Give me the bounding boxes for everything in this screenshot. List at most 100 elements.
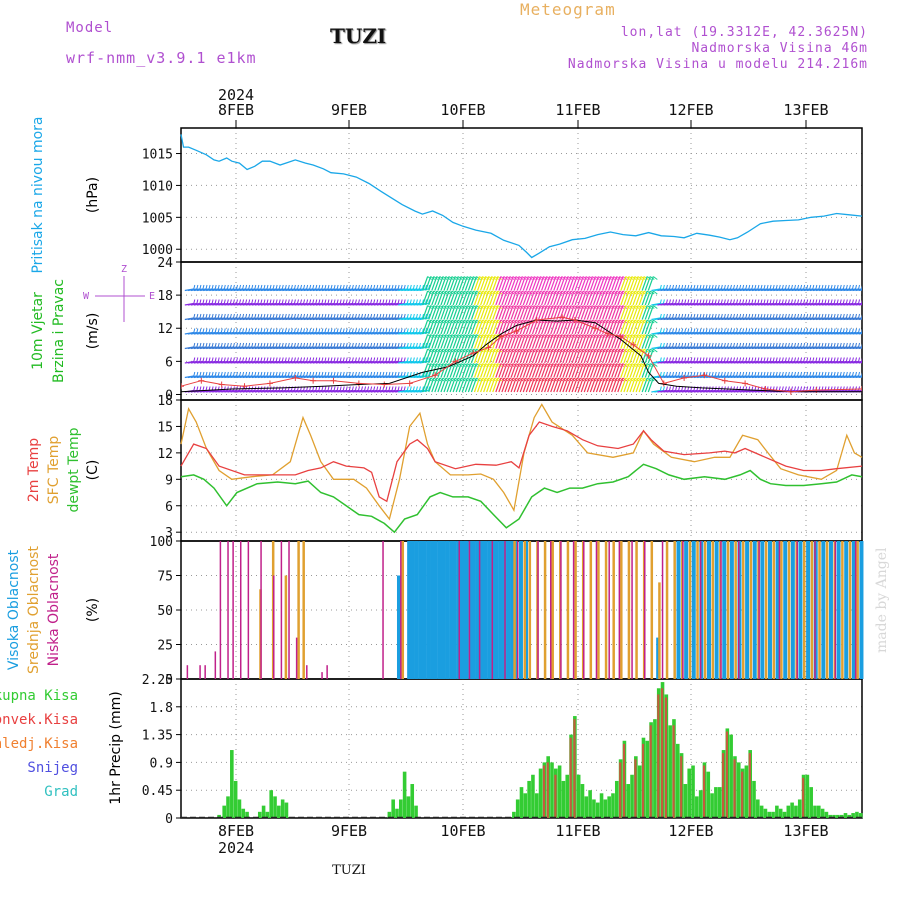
wind-barb [437,319,444,335]
wind-barb-flag [736,357,739,362]
wind-barb [614,363,621,378]
precip-total-bar [771,811,775,818]
wind-barb-flag [794,328,796,333]
wind-barb-flag [342,328,345,333]
wind-barb [461,363,468,378]
wind-barb-flag [702,313,705,319]
wind-barb-flag [723,328,726,333]
wind-barb-flag [818,284,821,290]
wind-barb-flag [672,313,675,319]
wind-barb-flag [754,284,757,290]
wind-barb [522,334,529,349]
wind-barb [519,290,526,306]
wind-barb-flag [327,284,330,290]
wind-barb-flag [388,342,391,348]
wind-barb [571,348,578,364]
wind-barb-flag [394,357,397,362]
wind-barb-flag [659,371,662,377]
wind-barb [513,290,520,306]
wind-barb [467,363,474,378]
wind-barb [611,334,618,349]
wind-barb-flag [861,299,862,304]
wind-barb-flag [418,313,421,319]
wind-barb-flag [376,284,379,290]
precip-total-bar [744,765,749,818]
wind-barb [550,363,557,378]
wind-barb-flag [839,313,842,319]
wind-barb-flag [848,386,851,391]
wind-barb-flag [418,386,421,391]
cloud-bar-low [232,541,234,679]
wind-barb-flag [205,342,208,348]
wind-barb-flag [665,342,668,348]
cloud-bar-high [452,541,457,679]
wind-barb-flag [702,284,705,290]
wind-barb-flag [751,357,754,362]
wind-barb-flag [815,328,818,333]
wind-barb-flag [376,313,379,319]
wind-barb-flag [714,284,717,290]
x-tick-label-top: 13FEB [783,101,828,119]
wind-barb [486,363,493,378]
wind-barb [440,276,447,291]
precip-convective-bar [661,688,664,818]
wind-barb-flag [266,313,269,319]
wind-barb [504,305,511,320]
wind-barb-flag [833,342,836,348]
wind-barb-flag [412,357,415,362]
wind-barb-flag [382,313,385,319]
cloud-bar-mid [523,541,526,679]
wind-barb-flag [327,371,330,377]
cloud-bar-mid [513,541,516,679]
wind-barb-flag [855,313,857,319]
wind-barb [455,305,462,320]
precip-convective-bar [657,694,660,818]
wind-barb-flag [239,284,242,290]
wind-barb-flag [784,313,787,319]
wind-barb-flag [196,313,199,319]
wind-barb-flag [315,284,318,290]
wind-barb-flag [851,357,854,362]
wind-barb [623,334,630,349]
wind-barb [537,305,545,320]
wind-barb-flag [321,299,324,304]
wind-barb-flag [199,371,202,377]
wind-barb-flag [824,313,827,319]
wind-barb-flag [693,299,696,304]
wind-barb [641,319,648,335]
precip-total-bar [406,796,411,818]
wind-barb-flag [397,342,400,348]
wind-barb [574,319,581,335]
wind-barb-flag [364,342,367,348]
wind-barb [598,363,606,378]
cloud-bar-low [796,541,798,679]
wind-barb-flag [336,328,339,333]
wind-barb [495,377,502,393]
wind-barb [611,305,618,320]
wind-barb [644,334,651,349]
wind-barb-flag [848,284,851,290]
wind-barb-flag [293,357,296,362]
wind-barb [861,362,862,364]
y-tick-label: 12 [157,447,173,462]
wind-barb [443,290,450,306]
station-title: TUZI [330,24,387,48]
wind-barb-flag [748,328,751,333]
wind-barb-flag [272,328,275,333]
precip-total-bar [241,808,246,818]
wind-barb [577,276,584,291]
wind-barb-flag [794,342,796,348]
wind-barb-flag [345,299,348,304]
wind-barb-flag [684,371,687,377]
wind-barb-flag [868,358,869,362]
wind-barb-flag [220,313,223,319]
wind-barb-flag [851,313,854,319]
wind-barb-flag [272,357,275,362]
wind-barb-flag [364,299,367,304]
wind-barb-flag [287,299,290,304]
wind-barb-flag [391,386,394,391]
cloud-bar-mid [401,541,405,679]
wind-barb-flag [287,328,290,333]
wind-barb-flag [812,328,815,333]
